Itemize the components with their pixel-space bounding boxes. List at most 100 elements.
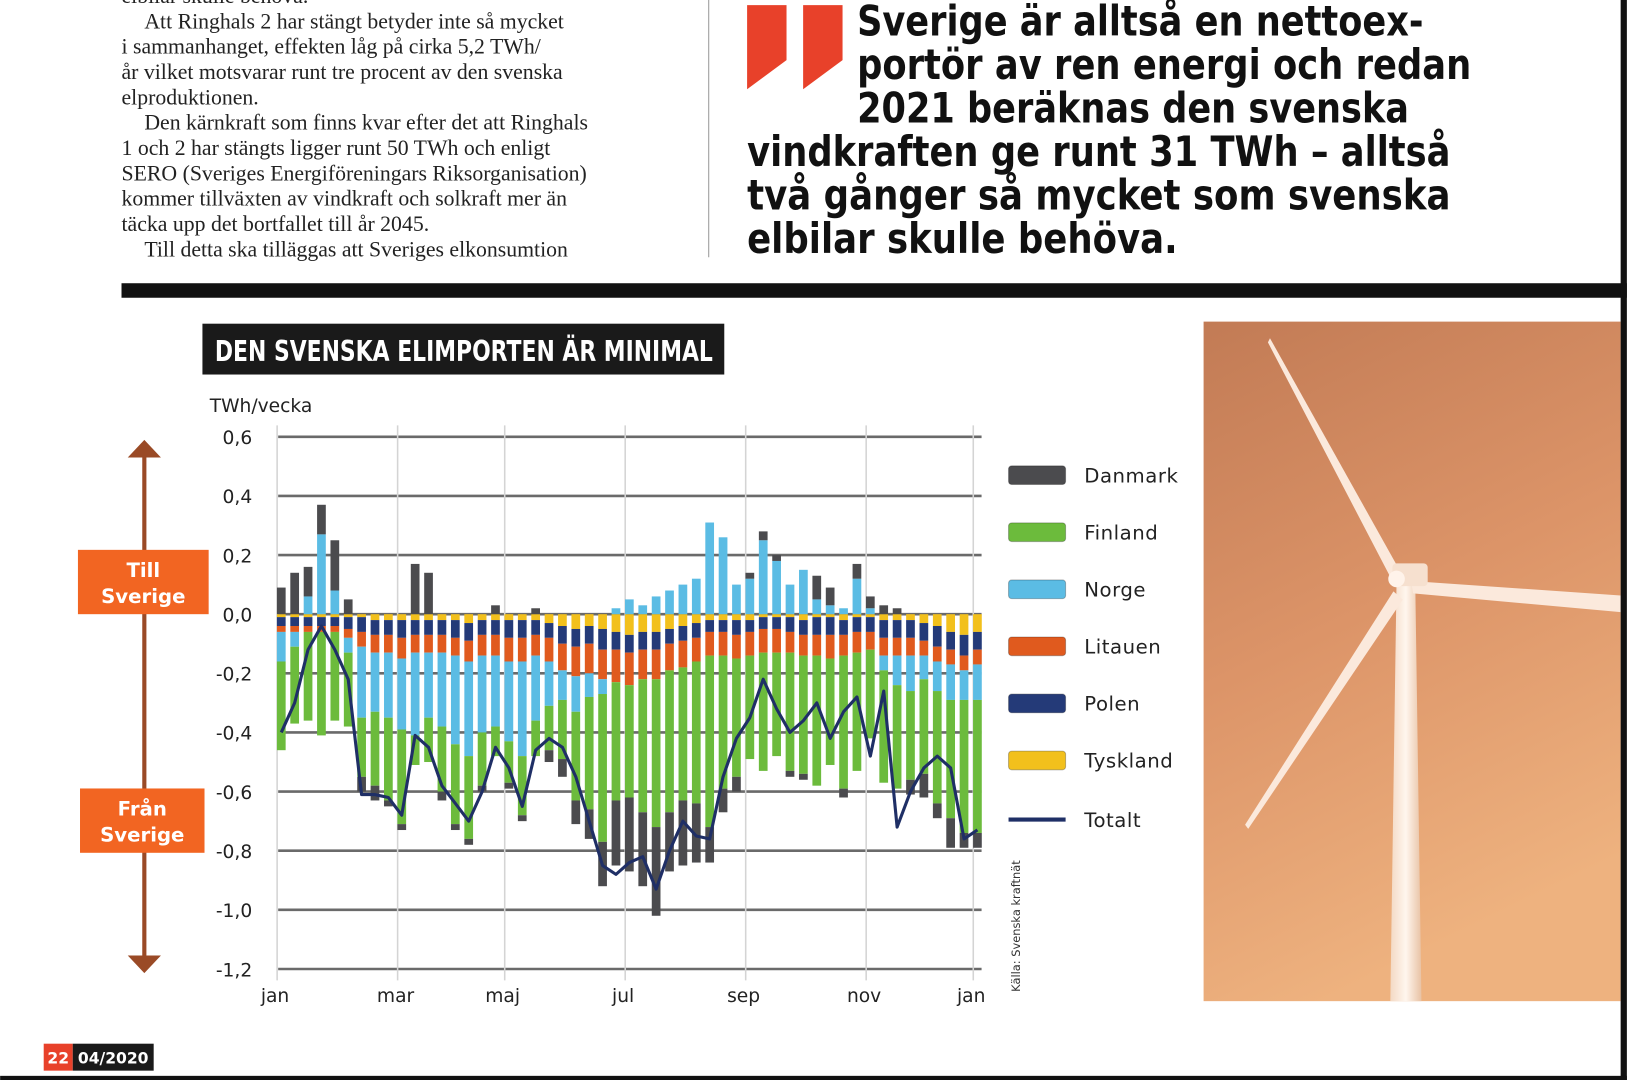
page-number: 22 (47, 1049, 69, 1067)
bar-segment (812, 655, 822, 786)
bar-segment (384, 614, 393, 621)
bar-segment (571, 800, 581, 825)
article-line: elbilar skulle behöva. (122, 0, 309, 8)
arrow-head (127, 955, 161, 974)
bar-segment (357, 631, 366, 647)
bar-segment (785, 584, 795, 615)
bar-segment (504, 741, 514, 783)
bar-segment (317, 534, 326, 615)
turbine-tower (1390, 580, 1422, 1002)
bar-segment (504, 661, 514, 742)
bar-segment (343, 599, 353, 615)
bar-segment (558, 759, 567, 777)
bar-segment (678, 584, 688, 615)
bar-segment (946, 699, 956, 819)
bar-segment (424, 614, 433, 621)
bar-segment (303, 596, 313, 615)
bar-segment (330, 626, 340, 632)
bar-segment (544, 614, 554, 624)
bar-segment (410, 735, 420, 765)
bar-segment (973, 649, 982, 665)
pull-quote: Sverige är alltså en nettoex-portör av r… (747, 0, 1471, 263)
bar-segment (343, 614, 353, 618)
bar-segment (638, 649, 648, 680)
bar-segment (491, 634, 500, 656)
legend-swatch (1008, 693, 1067, 714)
bar-segment (732, 634, 741, 659)
bar-segment (892, 685, 902, 789)
legend-label: Litauen (1084, 636, 1161, 659)
bar-segment (812, 575, 822, 600)
bar-segment (906, 614, 915, 621)
bar-segment (410, 652, 420, 736)
bar-segment (638, 631, 648, 650)
bar-segment (732, 584, 741, 615)
bar-segment (517, 614, 527, 621)
bar-segment (745, 572, 755, 579)
bar-segment (865, 614, 875, 618)
bar-segment (825, 587, 835, 606)
bar-segment (464, 640, 474, 662)
annotation: Från (118, 796, 167, 820)
bar-segment (424, 620, 433, 635)
bar-segment (290, 631, 300, 647)
bar-segment (799, 655, 808, 774)
bar-segment (865, 649, 875, 739)
bar-segment (879, 614, 889, 621)
bar-segment (691, 614, 701, 624)
bar-segment (571, 711, 581, 801)
bar-segment (839, 788, 848, 798)
bar-segment (558, 699, 567, 760)
bar-segment (651, 614, 661, 632)
bar-segment (531, 634, 540, 656)
bar-segment (959, 634, 969, 656)
bar-segment (932, 661, 942, 692)
article-line: Till detta ska tilläggas att Sveriges el… (144, 237, 568, 261)
bar-segment (839, 634, 848, 656)
bar-segment (504, 620, 514, 638)
x-tick-label: maj (485, 986, 520, 1007)
bar-segment (558, 643, 567, 671)
bar-segment (343, 628, 353, 638)
bar-segment (397, 620, 407, 638)
bar-segment (611, 608, 621, 615)
bar-segment (799, 620, 808, 635)
bar-segment (611, 800, 621, 866)
page-edge (0, 1075, 1627, 1080)
bar-segment (571, 646, 581, 677)
bars (276, 504, 982, 916)
bar-segment (799, 569, 808, 615)
article-line: SERO (Sveriges Energiföreningars Riksorg… (122, 161, 587, 185)
bar-segment (732, 614, 741, 621)
y-tick-label: 0,6 (223, 428, 253, 449)
bar-segment (799, 634, 808, 656)
bar-segment (879, 605, 889, 615)
bar-segment (544, 705, 554, 751)
bar-segment (932, 614, 942, 627)
bar-segment (678, 614, 688, 627)
bar-segment (785, 631, 795, 653)
bar-segment (906, 620, 915, 638)
bar-segment (946, 631, 956, 650)
y-axis-label: TWh/vecka (209, 396, 313, 417)
bar-segment (491, 726, 500, 757)
bar-segment (665, 590, 674, 615)
bar-segment (852, 631, 862, 653)
bar-segment (290, 626, 300, 632)
bar-segment (825, 658, 835, 765)
bar-segment (370, 614, 380, 621)
bar-segment (839, 655, 848, 789)
annotation-box (77, 549, 209, 615)
bar-segment (973, 631, 982, 650)
quote-line: elbilar skulle behöva. (747, 214, 1178, 263)
bar-segment (544, 623, 554, 638)
article-line: 1 och 2 har stängts ligger runt 50 TWh o… (122, 136, 551, 160)
y-tick-label: 0,0 (223, 605, 253, 626)
bar-segment (598, 614, 607, 629)
y-tick-label: -0,8 (216, 842, 252, 863)
bar-segment (531, 608, 540, 615)
bar-segment (276, 631, 286, 662)
x-tick-label: mar (377, 986, 415, 1007)
bar-segment (303, 566, 313, 597)
y-tick-label: -1,0 (216, 901, 252, 922)
